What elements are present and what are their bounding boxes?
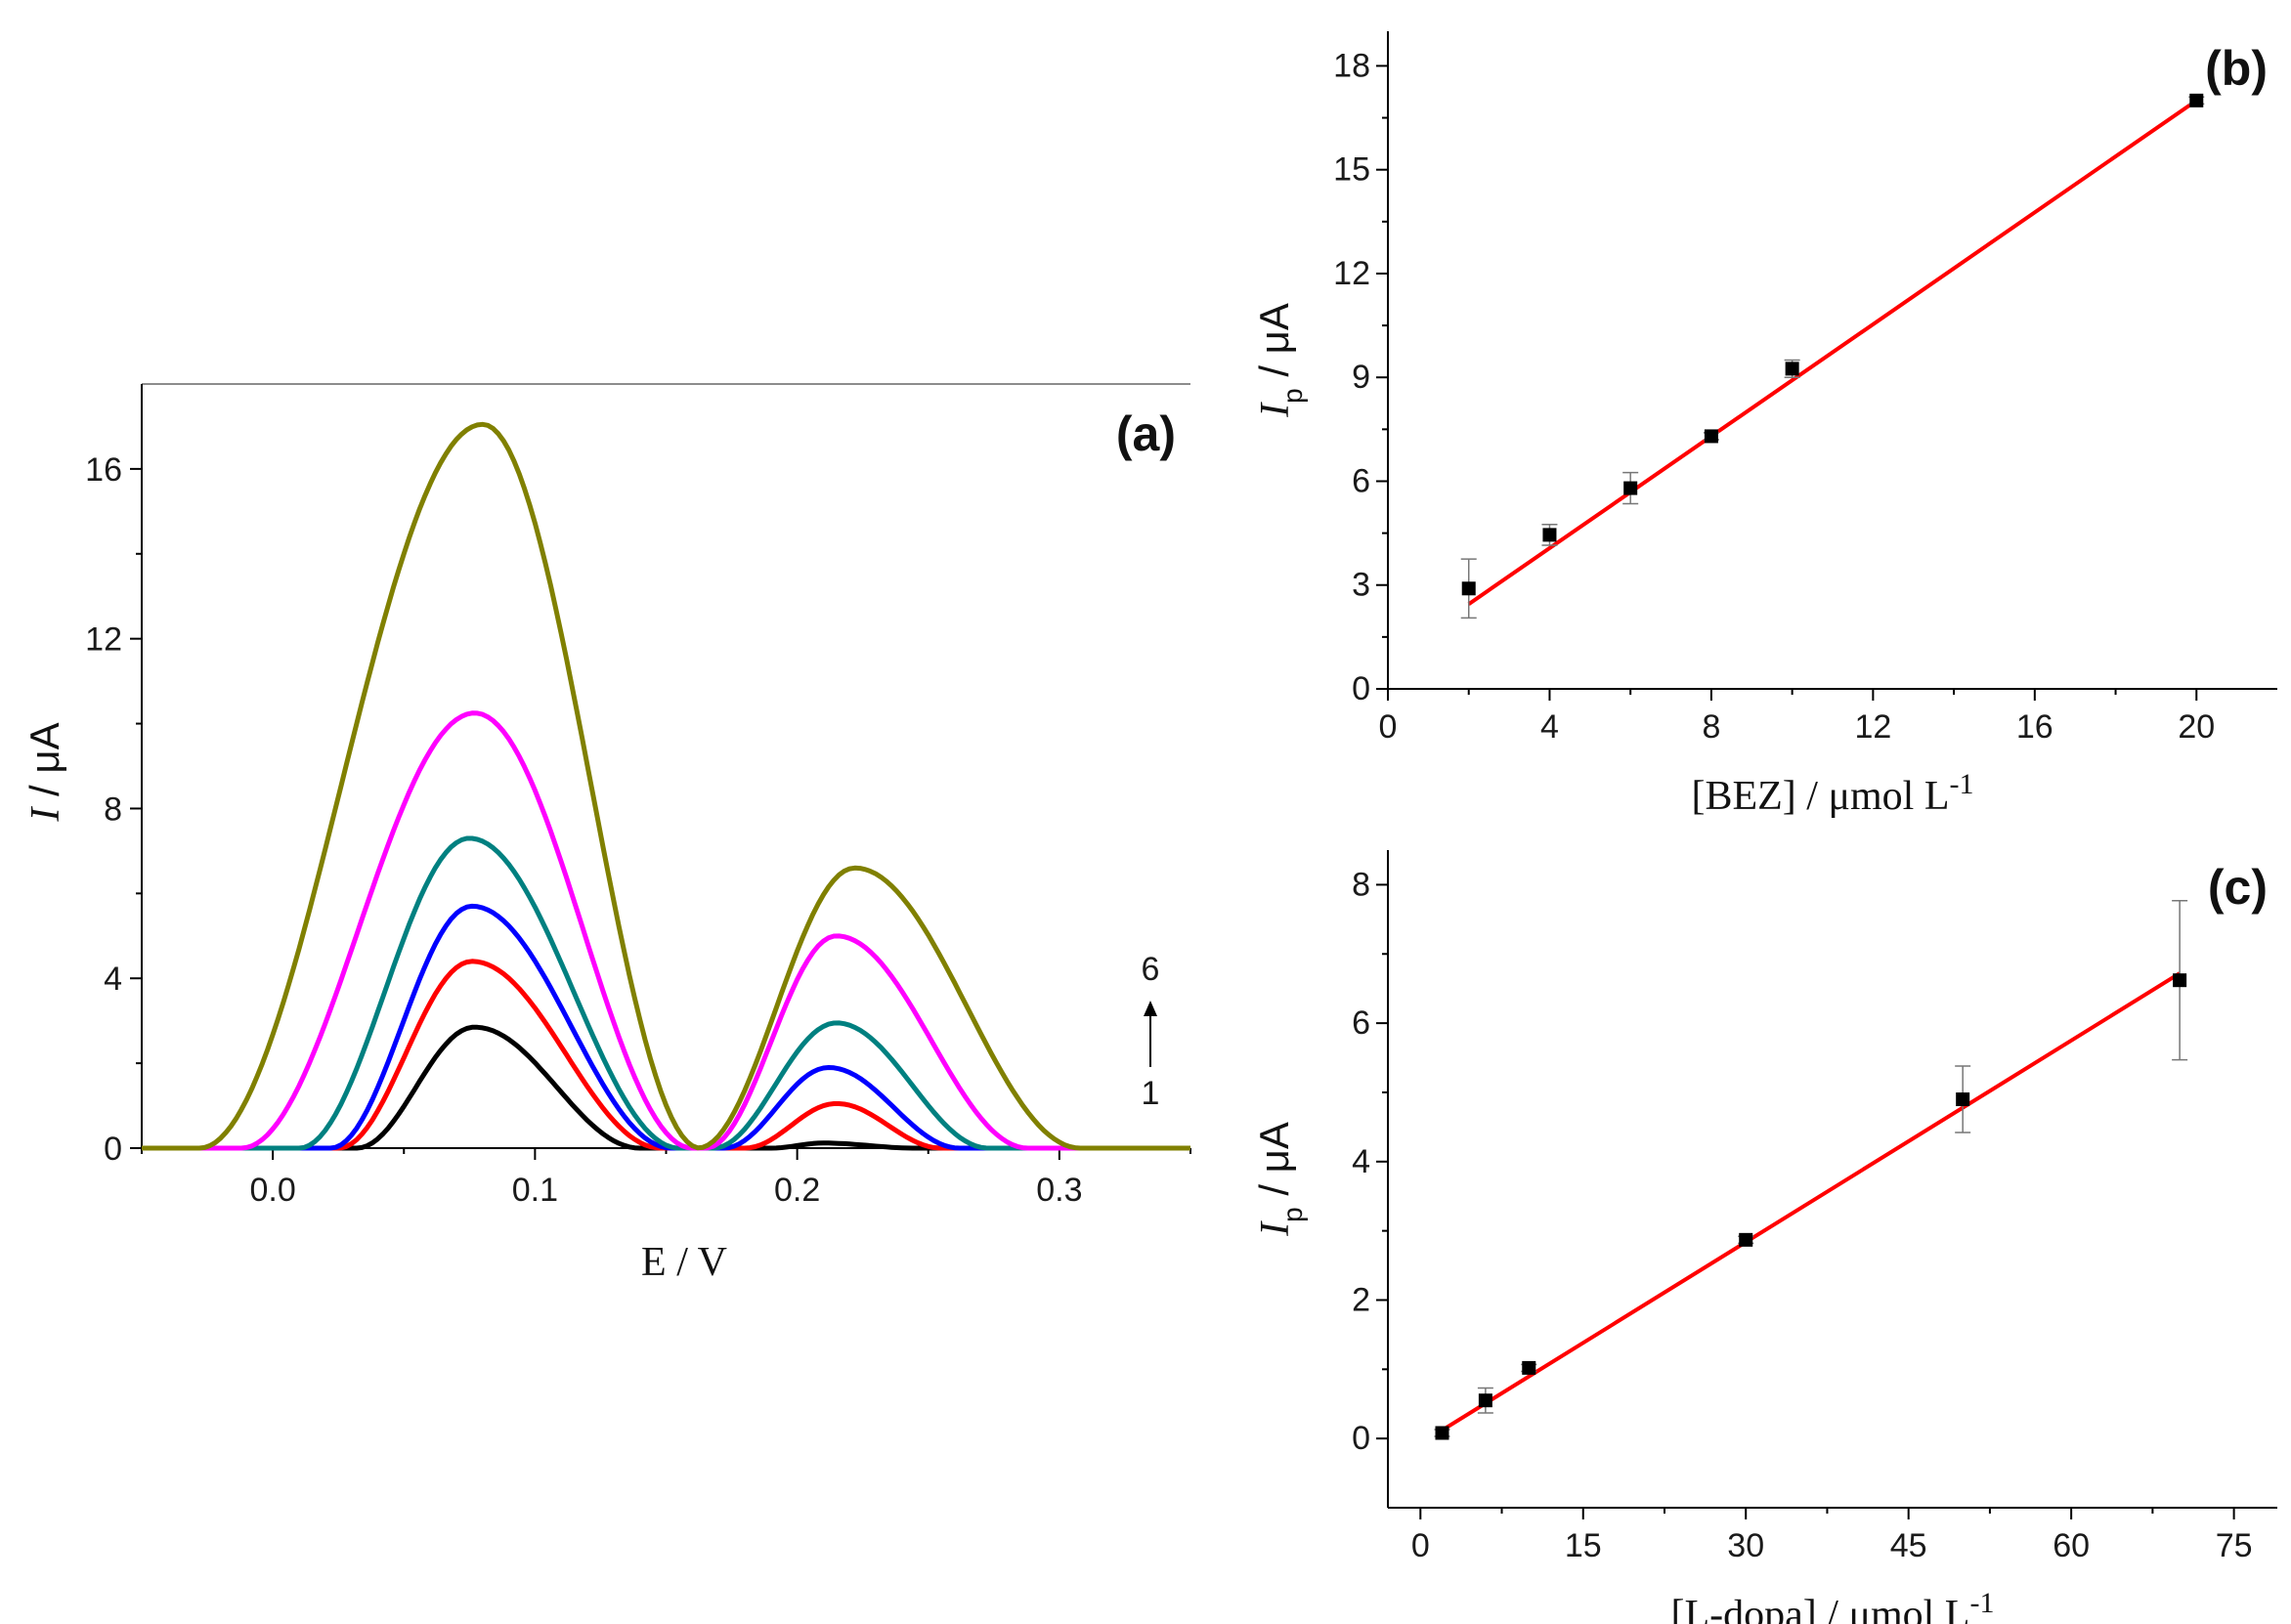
panel-c-y-tick-label: 2 bbox=[1352, 1281, 1370, 1318]
panel-b-y-tick-label: 0 bbox=[1352, 670, 1370, 707]
panel-c-x-axis-title: [L-dopa] / μmol L-1 bbox=[1671, 1587, 1995, 1624]
panel-b-data-point bbox=[2189, 93, 2204, 107]
panel-c-x-tick-label: 30 bbox=[1727, 1527, 1764, 1564]
panel-b-y-tick-label: 9 bbox=[1352, 359, 1370, 396]
panel-b-x-tick-label: 20 bbox=[2178, 708, 2215, 746]
panel-a-y-tick-label: 0 bbox=[104, 1131, 122, 1168]
panel-c-y-axis-title-sub: p bbox=[1277, 1207, 1308, 1222]
panel-b-y-tick-label: 18 bbox=[1333, 47, 1370, 84]
panel-c-data-point bbox=[1478, 1393, 1492, 1408]
panel-b-data-point bbox=[1623, 481, 1638, 495]
panel-c-fit-line bbox=[1441, 971, 2182, 1432]
panel-b-x-axis-title-text: [BEZ] / μmol L bbox=[1692, 774, 1950, 819]
panel-b-y-axis-title-sub: p bbox=[1277, 388, 1308, 404]
panel-b-data-point bbox=[1785, 362, 1799, 376]
panel-a-y-tick-label: 16 bbox=[85, 451, 122, 489]
panel-c-x-tick-label: 75 bbox=[2216, 1527, 2253, 1564]
panel-a-voltammogram: 0 4 8 12 16 0.0 0.1 0.2 0.3 E / V I / μA (a) 6 1 bbox=[22, 383, 1191, 1285]
panel-b-x-axis-title: [BEZ] / μmol L-1 bbox=[1692, 768, 1974, 819]
panel-c-data-point bbox=[1522, 1360, 1536, 1375]
panel-a-curve-5 bbox=[142, 710, 1190, 1151]
panel-b-x-tick-label: 8 bbox=[1702, 708, 1720, 746]
panel-b-x-axis-title-sup: -1 bbox=[1949, 768, 1973, 800]
panel-a-x-tick-label: 0.0 bbox=[249, 1172, 295, 1209]
panel-c-y-tick-label: 6 bbox=[1352, 1004, 1370, 1042]
panel-a-x-tick-label: 0.1 bbox=[512, 1172, 558, 1209]
panel-c-y-tick-label: 4 bbox=[1352, 1143, 1370, 1180]
panel-c-y-tick-label: 0 bbox=[1352, 1420, 1370, 1457]
panel-b-fit-line bbox=[1467, 99, 2198, 606]
panel-a-arrow-label-bottom: 1 bbox=[1142, 1075, 1160, 1112]
panel-c-y-tick-label: 8 bbox=[1352, 866, 1370, 903]
panel-b-label: (b) bbox=[2205, 41, 2268, 96]
panel-a-y-tick-label: 8 bbox=[104, 791, 122, 828]
panel-c-y-axis-title: Ip / μA bbox=[1251, 1122, 1308, 1237]
panel-a-x-tick-label: 0.2 bbox=[774, 1172, 820, 1209]
panel-b-y-tick-label: 12 bbox=[1333, 255, 1370, 292]
panel-c-data-point bbox=[1739, 1232, 1753, 1247]
panel-b-data-point bbox=[1542, 528, 1557, 542]
panel-c-calibration-ldopa: 0 2 4 6 8 0 15 30 45 60 75 (c) [L-dopa] / μmol L-1 Ip… bbox=[1251, 850, 2277, 1624]
panel-b-y-tick-label: 6 bbox=[1352, 462, 1370, 499]
panel-a-y-tick-label: 4 bbox=[104, 961, 122, 998]
panel-c-label: (c) bbox=[2208, 860, 2268, 915]
panel-c-data-point bbox=[1435, 1426, 1449, 1440]
panel-c-y-axis-title-symbol: I bbox=[1253, 1220, 1298, 1237]
panel-a-label: (a) bbox=[1116, 406, 1176, 461]
panel-a-y-axis-title: I / μA bbox=[22, 722, 68, 822]
panel-a-y-tick-label: 12 bbox=[85, 621, 122, 659]
panel-c-x-axis-title-text: [L-dopa] / μmol L bbox=[1671, 1593, 1970, 1624]
panel-b-y-axis-title: Ip / μA bbox=[1251, 303, 1308, 418]
panel-b-y-tick-label: 15 bbox=[1333, 151, 1370, 189]
panel-a-x-tick-label: 0.3 bbox=[1036, 1172, 1082, 1209]
panel-c-x-tick-label: 15 bbox=[1565, 1527, 1602, 1564]
panel-c-x-axis-title-sup: -1 bbox=[1969, 1587, 1994, 1619]
panel-c-data-point bbox=[1956, 1092, 1970, 1107]
panel-a-y-axis-title-symbol: I bbox=[23, 806, 68, 823]
panel-c-x-tick-label: 45 bbox=[1890, 1527, 1927, 1564]
panel-c-x-tick-label: 0 bbox=[1411, 1527, 1430, 1564]
panel-c-y-axis-title-unit: / μA bbox=[1251, 1122, 1297, 1207]
panel-b-x-tick-label: 0 bbox=[1379, 708, 1398, 746]
panel-a-y-axis-title-unit: / μA bbox=[22, 722, 67, 807]
panel-b-y-axis-title-symbol: I bbox=[1253, 402, 1298, 418]
panel-b-data-point bbox=[1704, 429, 1718, 444]
panel-b-data-point bbox=[1461, 581, 1476, 596]
panel-b-x-tick-label: 16 bbox=[2016, 708, 2053, 746]
panel-b-y-tick-label: 3 bbox=[1352, 567, 1370, 604]
panel-c-data-point bbox=[2173, 973, 2187, 988]
panel-b-y-axis-title-unit: / μA bbox=[1251, 303, 1297, 388]
panel-b-x-tick-label: 12 bbox=[1854, 708, 1891, 746]
panel-a-arrow-label-top: 6 bbox=[1142, 951, 1160, 988]
panel-a-curve-6 bbox=[142, 421, 1190, 1151]
panel-a-x-axis-title: E / V bbox=[641, 1240, 727, 1285]
panel-b-x-tick-label: 4 bbox=[1540, 708, 1559, 746]
panel-b-calibration-bez: 0 3 6 9 12 15 18 0 4 8 12 16 20 (b) [BEZ] / μmol L-1 Ip… bbox=[1251, 31, 2277, 819]
panel-a-arrow-head bbox=[1144, 1001, 1157, 1016]
panel-c-x-tick-label: 60 bbox=[2053, 1527, 2090, 1564]
